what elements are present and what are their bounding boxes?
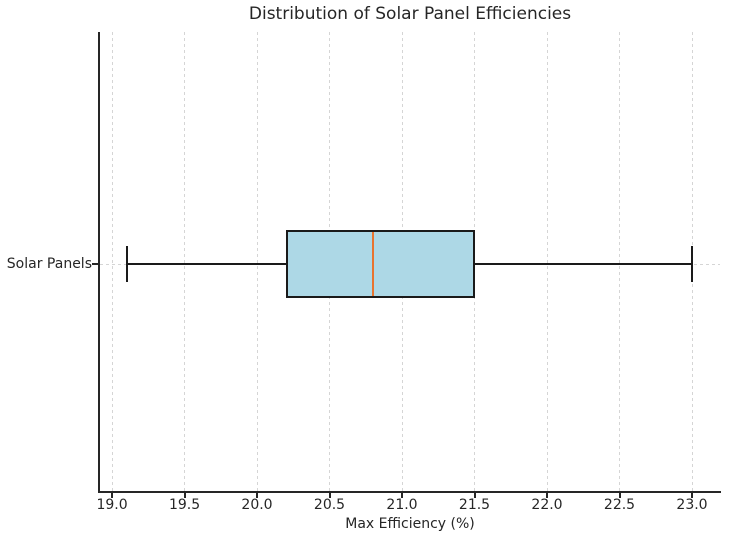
x-tick-mark bbox=[328, 493, 331, 498]
y-tick-label: Solar Panels bbox=[6, 256, 92, 272]
x-tick-label: 22.5 bbox=[603, 497, 636, 513]
whisker-left bbox=[126, 263, 287, 265]
gridline-vertical bbox=[619, 32, 621, 492]
x-tick-label: 23.0 bbox=[676, 497, 708, 513]
whisker-cap-high bbox=[691, 246, 694, 282]
x-tick-mark bbox=[546, 493, 549, 498]
plot-area bbox=[100, 32, 720, 492]
x-tick-label: 20.5 bbox=[313, 497, 346, 513]
x-tick-label: 19.0 bbox=[96, 497, 128, 513]
x-axis-label: Max Efficiency (%) bbox=[345, 516, 475, 532]
gridline-vertical bbox=[111, 32, 113, 492]
x-tick-mark bbox=[618, 493, 621, 498]
chart-title: Distribution of Solar Panel Efficiencies bbox=[248, 4, 572, 24]
x-tick-label: 20.0 bbox=[241, 497, 273, 513]
x-tick-label: 19.5 bbox=[168, 497, 201, 513]
x-tick-mark bbox=[111, 493, 114, 498]
gridline-vertical bbox=[184, 32, 186, 492]
whisker-cap-low bbox=[125, 246, 128, 282]
iqr-box bbox=[286, 230, 475, 298]
whisker-right bbox=[474, 263, 692, 265]
gridline-vertical bbox=[256, 32, 258, 492]
x-tick-label: 22.0 bbox=[531, 497, 563, 513]
x-tick-mark bbox=[401, 493, 404, 498]
x-tick-mark bbox=[256, 493, 259, 498]
x-tick-label: 21.0 bbox=[386, 497, 418, 513]
x-axis-spine bbox=[98, 491, 721, 493]
y-axis-spine bbox=[98, 32, 100, 493]
x-tick-mark bbox=[473, 493, 476, 498]
gridline-vertical bbox=[474, 32, 476, 492]
x-tick-label: 21.5 bbox=[458, 497, 491, 513]
y-tick-mark bbox=[92, 263, 98, 265]
gridline-vertical bbox=[546, 32, 548, 492]
x-tick-mark bbox=[183, 493, 186, 498]
median-line bbox=[372, 232, 375, 296]
x-tick-mark bbox=[691, 493, 694, 498]
